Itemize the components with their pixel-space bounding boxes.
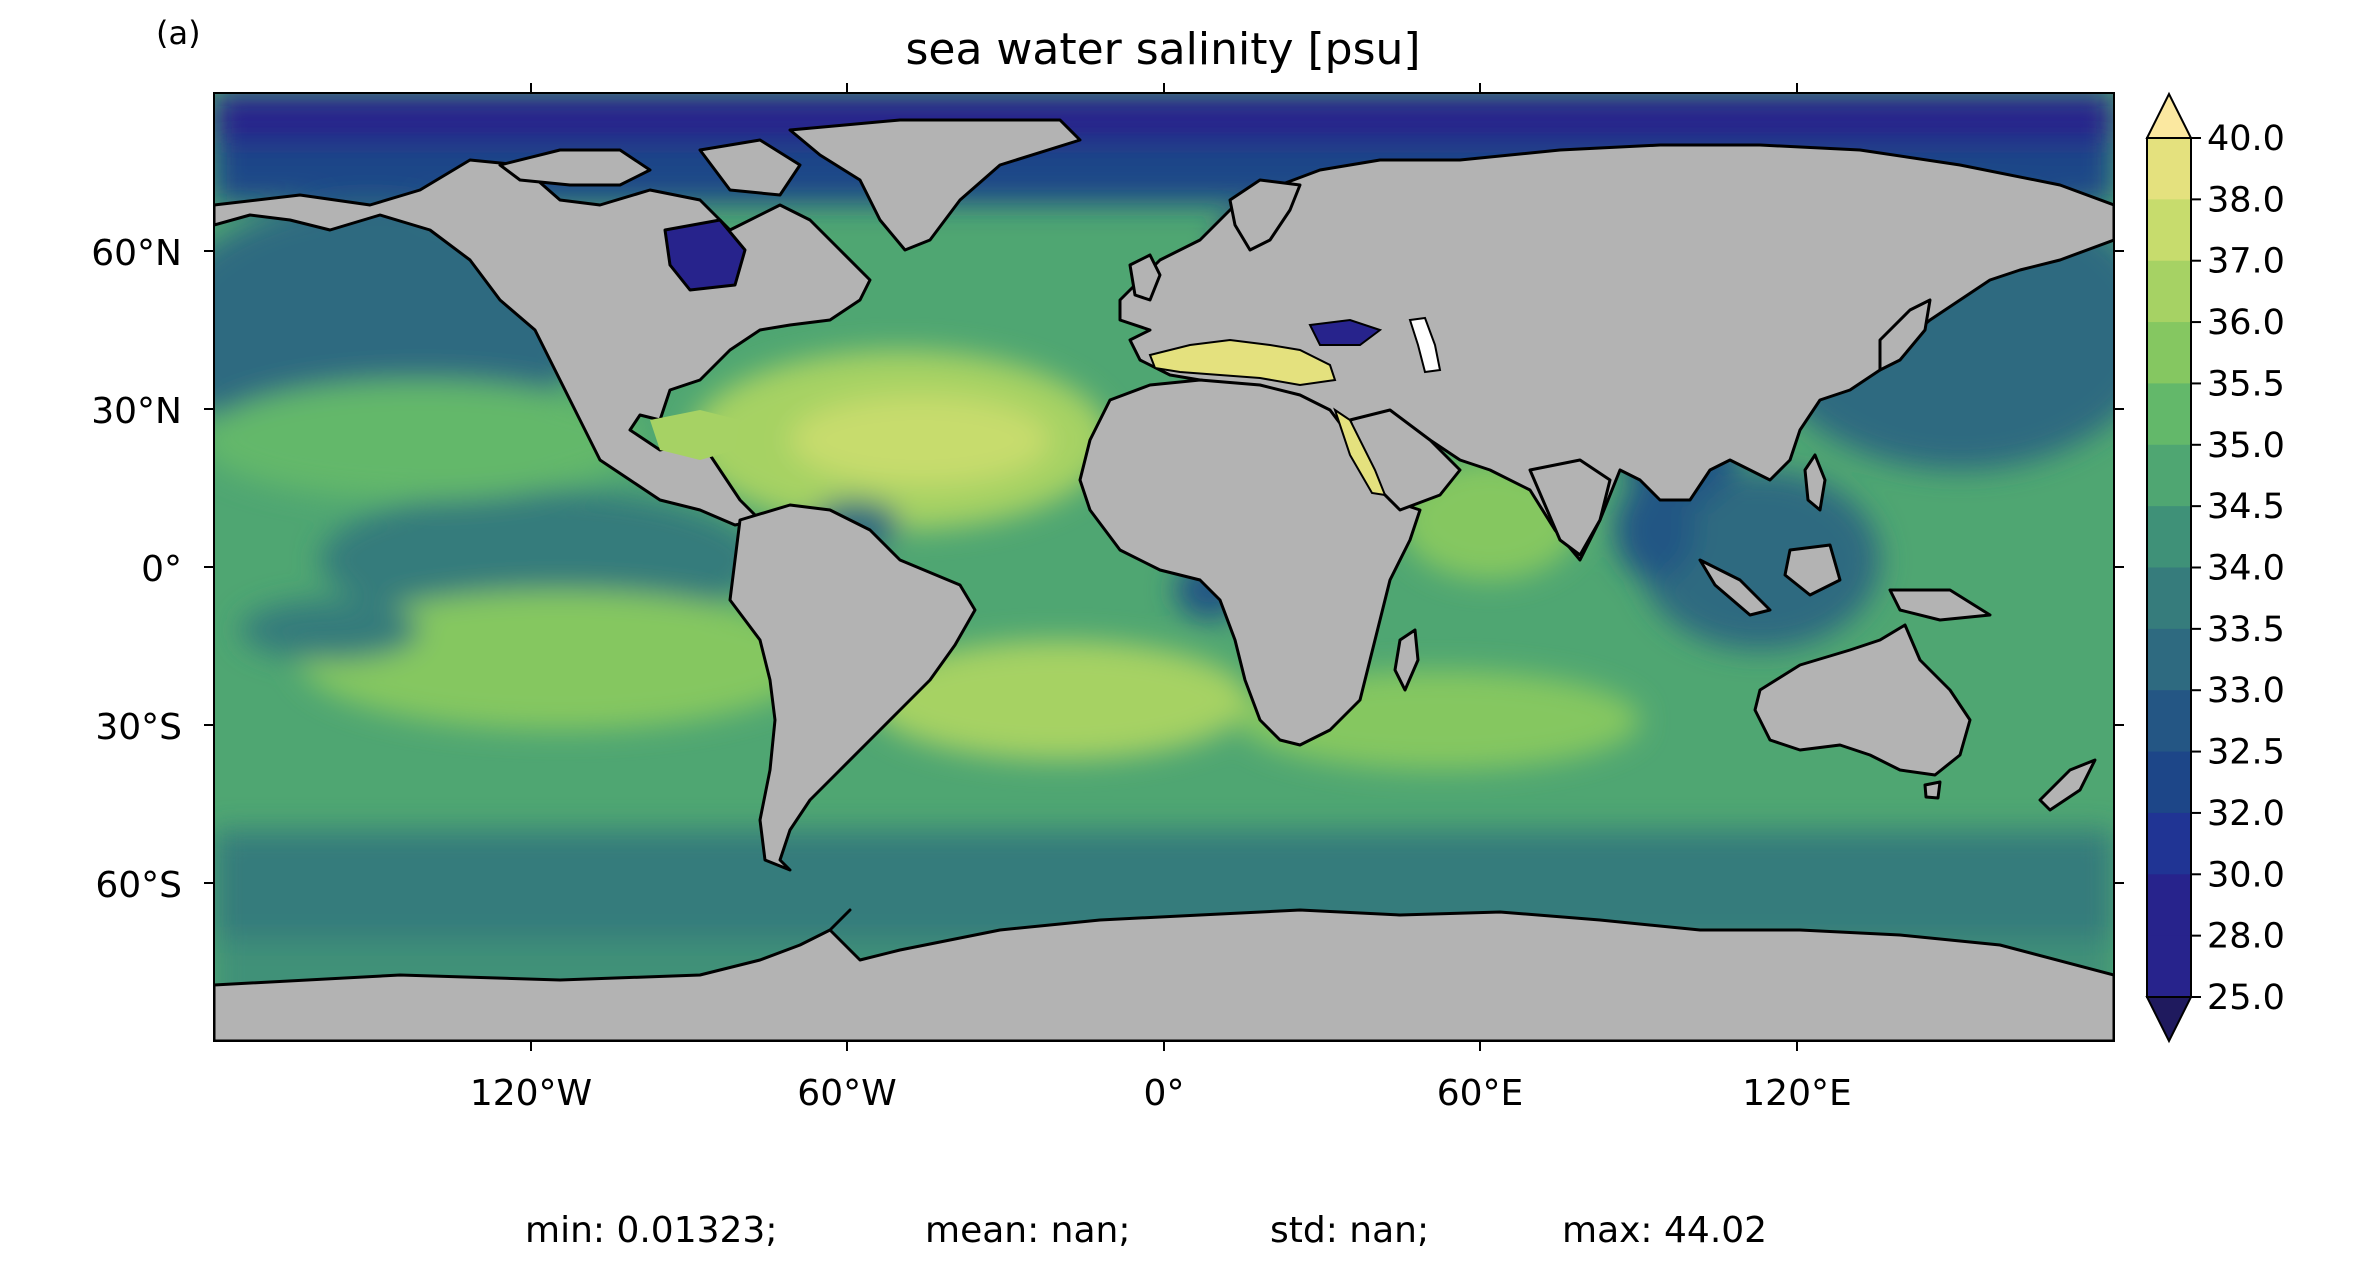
lon-tick-label: 60°E: [1437, 1073, 1524, 1114]
colorbar-extend-max: [2145, 91, 2193, 139]
map-panel: [214, 93, 2114, 1041]
colorbar-tick-label: 34.0: [2207, 549, 2285, 589]
black-sea: [1308, 318, 1383, 346]
colorbar-tick-label: 32.5: [2207, 733, 2285, 773]
colorbar-segment: [2147, 506, 2191, 568]
colorbar-segment: [2147, 628, 2191, 691]
land-sumatra: [1698, 558, 1772, 617]
land-borneo: [1783, 543, 1842, 597]
colorbar-segment: [2147, 444, 2191, 507]
caspian-sea: [1408, 316, 1442, 374]
colorbar-segment: [2147, 690, 2191, 753]
lat-tick-label: 30°N: [91, 391, 182, 432]
colorbar-extend-min: [2145, 996, 2193, 1044]
mediterranean-sea: [1148, 338, 1337, 387]
colorbar-tick-label: 37.0: [2207, 242, 2285, 282]
lat-tick-label: 30°S: [95, 707, 182, 748]
lon-tick-label: 0°: [1144, 1073, 1185, 1114]
stat-mean: mean: nan;: [925, 1210, 1131, 1251]
colorbar-tick-label: 38.0: [2207, 180, 2285, 220]
colorbar-tick-label: 30.0: [2207, 855, 2285, 895]
colorbar-segment: [2147, 567, 2191, 630]
colorbar-tick-label: 33.0: [2207, 671, 2285, 711]
stat-min: min: 0.01323;: [525, 1210, 777, 1251]
land-canadian-arctic: [498, 148, 652, 187]
colorbar-segment: [2147, 383, 2191, 446]
panel-label: (a): [156, 14, 201, 52]
colorbar-tick-label: 34.5: [2207, 487, 2285, 527]
colorbar-segment: [2147, 138, 2191, 200]
colorbar: 40.0 38.0 37.0 36.0 35.5 35.0 34.5 34.0 33.5 33.0…: [2145, 91, 2285, 1044]
land-antarctica: [214, 908, 2114, 1041]
land-new-guinea: [1888, 588, 1992, 622]
gulf-of-mexico: [650, 410, 740, 460]
land-south-america: [728, 503, 977, 872]
lon-tick-label: 60°W: [797, 1073, 896, 1114]
land-new-zealand: [2038, 758, 2097, 812]
hudson-bay: [663, 218, 747, 292]
colorbar-tick-label: 35.0: [2207, 426, 2285, 466]
colorbar-segment: [2147, 322, 2191, 384]
land-tasmania: [1923, 780, 1942, 800]
lat-tick-label: 60°N: [91, 233, 182, 274]
colorbar-segment: [2147, 874, 2191, 937]
land-baffin: [698, 138, 802, 197]
colorbar-segment: [2147, 260, 2191, 323]
colorbar-tick-label: 35.5: [2207, 364, 2285, 404]
lat-tick-label: 0°: [141, 549, 182, 590]
colorbar-tick-label: 36.0: [2207, 303, 2285, 343]
longitude-axis: 120°W 60°W 0° 60°E 120°E: [470, 83, 1852, 1114]
lon-tick-label: 120°E: [1742, 1073, 1851, 1114]
land-scandinavia: [1228, 178, 1302, 252]
land-australia: [1753, 623, 1972, 777]
stat-max: max: 44.02: [1562, 1210, 1767, 1251]
latitude-axis: 60°N 30°N 0° 30°S 60°S: [91, 233, 2124, 906]
land-greenland: [788, 118, 1082, 252]
colorbar-segment: [2147, 751, 2191, 814]
lon-tick-label: 120°W: [470, 1073, 592, 1114]
colorbar-tick-label: 40.0: [2207, 119, 2285, 159]
lat-tick-label: 60°S: [95, 865, 182, 906]
land-british-isles: [1128, 253, 1162, 302]
red-sea: [1333, 407, 1387, 497]
colorbar-tick-label: 25.0: [2207, 978, 2285, 1018]
colorbar-tick-label: 32.0: [2207, 794, 2285, 834]
stats-line: min: 0.01323; mean: nan; std: nan; max: …: [525, 1210, 1767, 1251]
colorbar-segment: [2147, 812, 2191, 875]
land-india: [1528, 458, 1612, 557]
colorbar-tick-label: 33.5: [2207, 610, 2285, 650]
land-africa: [1078, 378, 1422, 747]
land-japan: [1878, 298, 1932, 372]
map-title: sea water salinity [psu]: [905, 24, 1420, 75]
colorbar-segment: [2147, 935, 2191, 998]
colorbar-tick-label: 28.0: [2207, 917, 2285, 957]
stat-std: std: nan;: [1270, 1210, 1429, 1251]
land-masses: [214, 118, 2114, 1041]
colorbar-segment: [2147, 199, 2191, 262]
land-madagascar: [1393, 628, 1420, 692]
land-philippines: [1803, 453, 1827, 512]
